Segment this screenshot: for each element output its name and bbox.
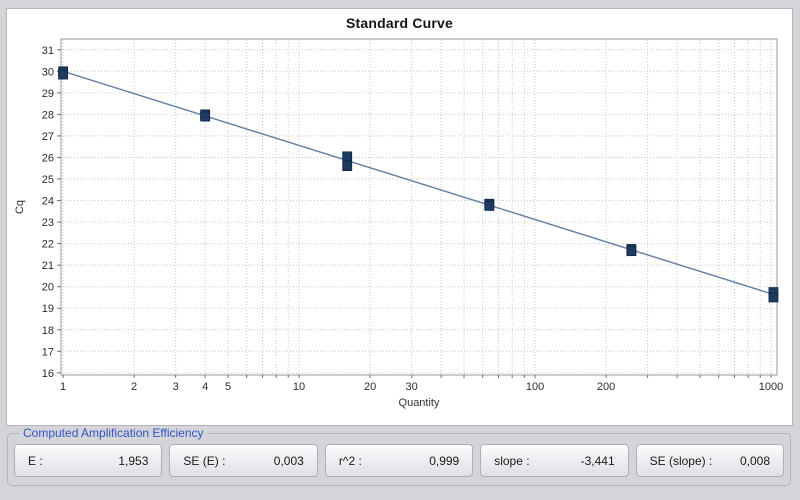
y-tick-label: 26: [42, 152, 54, 164]
y-tick-label: 31: [42, 45, 54, 57]
y-tick-label: 17: [42, 346, 54, 358]
stat-value: 1,953: [118, 453, 149, 468]
stat-box-se-e: SE (E) : 0,003: [169, 444, 318, 477]
y-tick-label: 29: [42, 88, 54, 100]
x-tick-label: 20: [364, 381, 376, 393]
efficiency-stats-row: E : 1,953 SE (E) : 0,003 r^2 : 0,999 slo…: [14, 444, 785, 477]
chart-title: Standard Curve: [345, 15, 454, 31]
x-tick-label: 2: [131, 381, 137, 393]
stat-value: 0,003: [273, 453, 304, 468]
stat-label: SE (slope) :: [649, 453, 713, 468]
stat-label: slope :: [494, 453, 530, 468]
y-tick-label: 30: [42, 66, 54, 78]
stat-label: E :: [28, 453, 43, 468]
stat-label: SE (E) :: [183, 453, 226, 468]
y-tick-label: 16: [42, 368, 54, 380]
y-tick-label: 27: [42, 131, 54, 143]
efficiency-panel: Computed Amplification Efficiency E : 1,…: [7, 426, 791, 486]
data-point: [58, 69, 68, 80]
x-tick-label: 4: [202, 381, 208, 393]
data-point: [200, 111, 211, 122]
data-point: [626, 246, 637, 257]
x-tick-label: 100: [526, 381, 544, 393]
y-tick-label: 20: [42, 282, 54, 294]
stat-box-r2: r^2 : 0,999: [324, 444, 474, 477]
x-tick-label: 5: [225, 381, 231, 393]
chart-panel: Standard Curve 16 17 18 19 20 21 22 23 24 25 26 27 2…: [6, 8, 793, 426]
y-tick-label: 18: [42, 325, 54, 337]
stat-value: 0,008: [740, 453, 771, 468]
stat-box-se-slope: SE (slope) : 0,008: [635, 444, 785, 477]
data-point: [768, 292, 779, 303]
regression-line: [62, 70, 774, 296]
y-tick-label: 25: [42, 174, 54, 186]
y-tick-label: 21: [42, 260, 54, 272]
y-tick-label: 23: [42, 217, 54, 229]
stat-value: -3,441: [580, 453, 615, 468]
stat-box-slope: slope : -3,441: [480, 444, 629, 477]
stat-box-e: E : 1,953: [14, 444, 163, 477]
x-tick-label: 10: [293, 381, 305, 393]
stat-value: 0,999: [429, 453, 460, 468]
y-tick-label: 19: [42, 303, 54, 315]
data-point: [342, 161, 353, 171]
x-axis-label: Quantity: [399, 397, 440, 409]
x-tick-label: 200: [597, 381, 615, 393]
stat-label: r^2 :: [338, 453, 362, 468]
y-tick-label: 28: [42, 109, 54, 121]
y-axis-label: Cq: [14, 200, 26, 214]
x-tick-label: 30: [406, 381, 418, 393]
data-point: [484, 201, 495, 211]
y-tick-label: 22: [42, 239, 54, 251]
x-tick-label: 3: [173, 381, 179, 393]
y-tick-label: 24: [42, 196, 54, 208]
efficiency-panel-title: Computed Amplification Efficiency: [23, 426, 204, 440]
x-tick-label: 1: [60, 381, 66, 393]
x-tick-label: 1000: [759, 381, 783, 393]
data-point: [342, 151, 353, 162]
plot-area: [60, 38, 778, 376]
